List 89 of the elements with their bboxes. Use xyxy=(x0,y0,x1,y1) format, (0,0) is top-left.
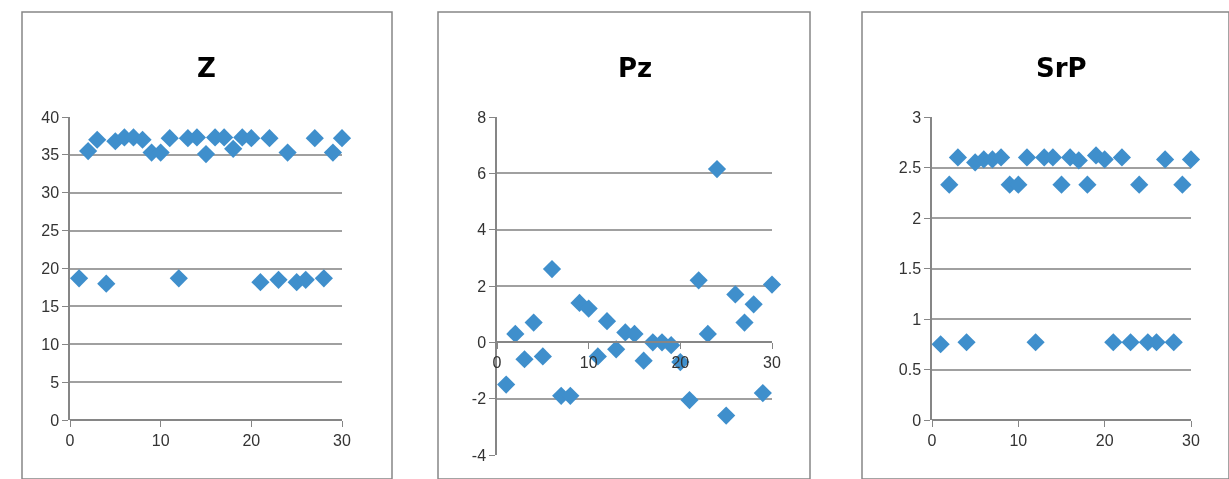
point xyxy=(1173,175,1192,194)
point xyxy=(260,129,279,148)
point xyxy=(717,406,736,425)
point xyxy=(707,160,727,179)
y-tick-label: 10 xyxy=(41,335,60,353)
x-tick-label: 30 xyxy=(763,354,781,372)
x-tick-label: 20 xyxy=(671,354,690,372)
point xyxy=(332,129,352,148)
y-tick-label: 0 xyxy=(50,411,60,429)
y-tick-label: 25 xyxy=(41,222,60,240)
point xyxy=(689,271,708,290)
point xyxy=(515,350,534,369)
point xyxy=(931,335,950,354)
point xyxy=(69,269,89,288)
y-tick-label: 2 xyxy=(912,209,922,227)
point xyxy=(680,390,699,410)
point xyxy=(1112,148,1132,167)
point xyxy=(1052,175,1071,194)
point xyxy=(1121,333,1140,352)
y-tick-label: 1.5 xyxy=(898,260,922,278)
y-tick-label: 5 xyxy=(50,373,60,391)
point xyxy=(224,139,243,158)
point xyxy=(314,269,333,288)
x-tick-label: 20 xyxy=(1095,431,1114,449)
point xyxy=(1156,150,1175,169)
point xyxy=(524,313,543,332)
point xyxy=(88,130,107,149)
y-tick-label: -4 xyxy=(471,446,487,464)
y-tick-label: 6 xyxy=(477,164,487,182)
point xyxy=(169,269,188,288)
point xyxy=(762,275,782,294)
point xyxy=(79,141,98,161)
y-tick-label: -2 xyxy=(471,390,487,408)
point xyxy=(1181,150,1201,169)
y-tick-label: 35 xyxy=(41,146,60,164)
x-tick-label: 0 xyxy=(927,431,937,449)
y-tick-label: 0 xyxy=(912,411,922,429)
point xyxy=(1026,333,1045,352)
point xyxy=(533,347,552,366)
point xyxy=(497,375,516,394)
chart-title: SrP xyxy=(1036,53,1087,83)
point xyxy=(957,333,976,352)
point xyxy=(269,270,288,289)
point xyxy=(698,324,717,343)
point xyxy=(597,312,617,331)
x-tick-label: 10 xyxy=(151,431,170,449)
y-tick-label: 2 xyxy=(477,277,487,295)
chart-title: Pz xyxy=(618,53,653,83)
point xyxy=(735,313,754,332)
point xyxy=(579,299,598,318)
y-tick-label: 15 xyxy=(41,297,60,315)
point xyxy=(323,143,343,162)
y-tick-label: 4 xyxy=(477,221,487,239)
x-tick-label: 30 xyxy=(333,431,351,449)
point xyxy=(1078,175,1097,194)
y-tick-label: 3 xyxy=(912,108,922,126)
point xyxy=(1104,333,1123,352)
point xyxy=(160,129,179,148)
x-tick-label: 10 xyxy=(579,354,598,372)
point xyxy=(1017,148,1037,167)
point xyxy=(305,129,324,148)
y-tick-label: 2.5 xyxy=(898,159,922,177)
point xyxy=(744,295,763,314)
point xyxy=(196,145,216,164)
point xyxy=(1164,333,1183,352)
y-tick-label: 0.5 xyxy=(898,361,922,379)
x-tick-label: 20 xyxy=(242,431,261,449)
point xyxy=(542,260,562,279)
y-tick-label: 0 xyxy=(477,333,487,351)
y-tick-label: 1 xyxy=(912,310,922,328)
point xyxy=(940,175,959,194)
point xyxy=(753,383,772,403)
point xyxy=(948,148,967,167)
y-tick-label: 20 xyxy=(41,260,60,278)
x-tick-label: 30 xyxy=(1182,431,1200,449)
x-tick-label: 0 xyxy=(65,431,75,449)
point xyxy=(278,143,297,162)
y-tick-label: 40 xyxy=(41,108,60,126)
point xyxy=(97,274,116,293)
point xyxy=(726,285,745,304)
point xyxy=(607,340,626,359)
point xyxy=(506,324,525,343)
x-tick-label: 10 xyxy=(1009,431,1028,449)
point xyxy=(251,273,270,292)
point xyxy=(634,351,653,370)
y-tick-label: 8 xyxy=(477,108,487,126)
point xyxy=(1130,175,1149,194)
chart-title: Z xyxy=(197,53,216,83)
y-tick-label: 30 xyxy=(41,184,60,202)
